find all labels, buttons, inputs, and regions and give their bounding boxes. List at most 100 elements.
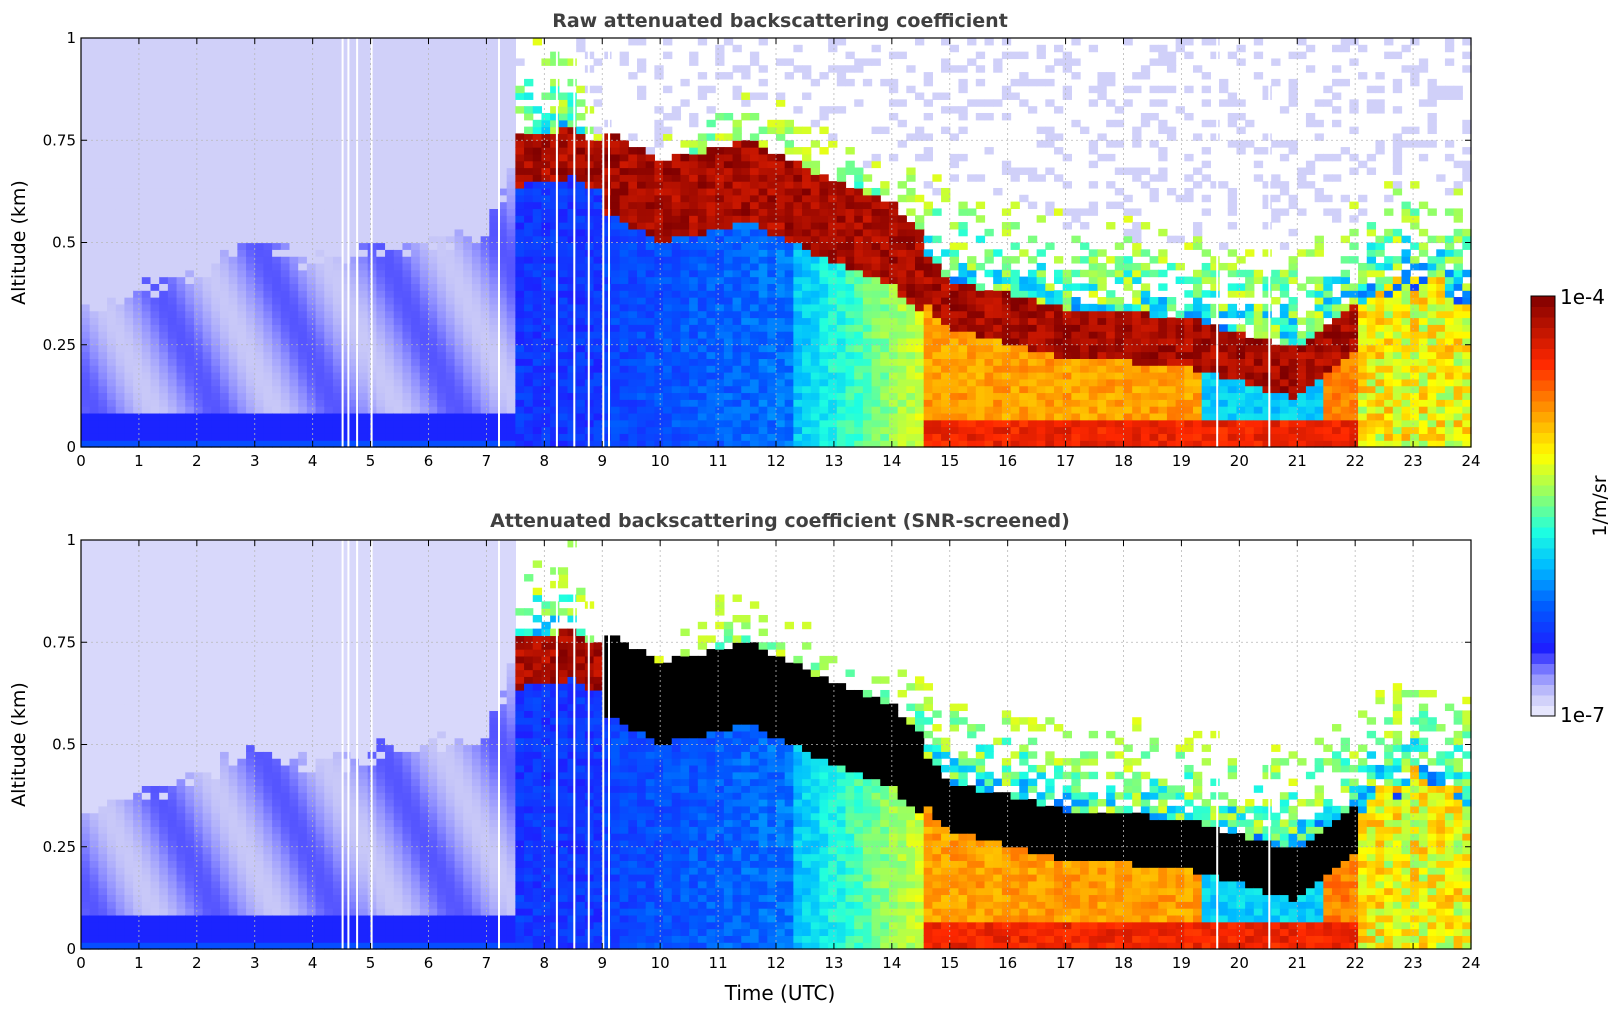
heatmap-cell <box>124 331 134 339</box>
heatmap-cell <box>341 99 351 107</box>
heatmap-cell <box>428 331 438 339</box>
heatmap-cell <box>498 344 508 353</box>
heatmap-cell <box>246 351 256 359</box>
heatmap-cell <box>445 378 456 387</box>
heatmap-cell <box>489 78 499 87</box>
heatmap-cell <box>784 283 794 291</box>
heatmap-cell <box>359 426 369 434</box>
heatmap-cell <box>480 440 490 448</box>
heatmap-cell <box>246 44 256 53</box>
heatmap-cell <box>115 290 126 298</box>
heatmap-cell <box>89 337 99 346</box>
heatmap-cell <box>610 215 621 223</box>
heatmap-cell <box>758 276 768 284</box>
heatmap-cell <box>228 119 238 128</box>
heatmap-cell <box>619 419 629 428</box>
heatmap-cell <box>254 58 265 66</box>
heatmap-cell <box>489 372 499 380</box>
heatmap-cell <box>211 201 221 210</box>
heatmap-cell <box>411 269 421 278</box>
heatmap-cell <box>332 106 343 114</box>
heatmap-cell <box>228 337 238 346</box>
heatmap-cell <box>437 283 447 291</box>
heatmap-cell <box>610 276 621 284</box>
heatmap-cell <box>124 222 134 230</box>
heatmap-cell <box>862 392 873 400</box>
heatmap-cell <box>524 406 534 414</box>
heatmap-cell <box>454 317 464 325</box>
heatmap-cell <box>211 378 221 387</box>
heatmap-cell <box>741 65 751 73</box>
heatmap-cell <box>697 283 708 291</box>
heatmap-cell <box>419 269 430 278</box>
heatmap-cell <box>98 372 108 380</box>
heatmap-cell <box>419 419 430 428</box>
heatmap-cell <box>567 344 577 353</box>
heatmap-cell <box>211 276 221 284</box>
heatmap-cell <box>463 194 473 203</box>
heatmap-cell <box>741 378 751 387</box>
heatmap-cell <box>541 208 551 216</box>
heatmap-cell <box>350 331 360 339</box>
heatmap-cell <box>428 269 438 278</box>
heatmap-cell <box>220 385 230 394</box>
heatmap-cell <box>628 174 638 182</box>
heatmap-cell <box>610 426 621 434</box>
heatmap-cell <box>133 65 143 73</box>
heatmap-cell <box>697 208 708 216</box>
heatmap-cell <box>428 365 438 373</box>
heatmap-cell <box>324 378 334 387</box>
heatmap-cell <box>480 119 490 128</box>
heatmap-cell <box>671 269 682 278</box>
heatmap-cell <box>107 242 117 250</box>
heatmap-cell <box>541 440 551 448</box>
heatmap-cell <box>558 160 569 169</box>
heatmap-cell <box>332 72 343 80</box>
heatmap-cell <box>289 331 299 339</box>
heatmap-cell <box>819 419 829 428</box>
heatmap-cell <box>159 78 169 87</box>
heatmap-cell <box>193 303 204 312</box>
heatmap-cell <box>445 419 456 428</box>
heatmap-cell <box>732 187 742 196</box>
heatmap-cell <box>610 358 621 366</box>
heatmap-cell <box>81 310 91 319</box>
heatmap-cell <box>341 174 351 182</box>
heatmap-cell <box>298 351 308 359</box>
heatmap-cell <box>671 351 682 359</box>
heatmap-cell <box>124 303 134 312</box>
heatmap-cell <box>350 290 360 298</box>
heatmap-cell <box>272 65 282 73</box>
heatmap-cell <box>150 119 160 128</box>
heatmap-cell <box>749 365 760 373</box>
heatmap-cell <box>315 187 325 196</box>
heatmap-cell <box>828 228 838 237</box>
heatmap-cell <box>480 433 490 441</box>
heatmap-cell <box>610 201 621 210</box>
heatmap-cell <box>862 290 873 298</box>
heatmap-cell <box>124 399 134 407</box>
heatmap-cell <box>150 201 160 210</box>
heatmap-cell <box>558 351 569 359</box>
heatmap-cell <box>193 58 204 66</box>
heatmap-cell <box>723 337 734 346</box>
heatmap-cell <box>524 344 534 353</box>
heatmap-cell <box>567 324 577 332</box>
heatmap-cell <box>862 228 873 237</box>
heatmap-cell <box>515 433 525 441</box>
heatmap-cell <box>124 290 134 298</box>
heatmap-cell <box>437 242 447 250</box>
heatmap-cell <box>254 378 265 387</box>
heatmap-cell <box>576 269 586 278</box>
heatmap-cell <box>576 303 586 312</box>
heatmap-cell <box>610 324 621 332</box>
heatmap-cell <box>810 242 821 250</box>
heatmap-cell <box>402 106 412 114</box>
heatmap-cell <box>445 426 456 434</box>
heatmap-cell <box>306 51 317 60</box>
heatmap-cell <box>150 303 160 312</box>
heatmap-cell <box>506 331 516 339</box>
heatmap-cell <box>185 160 195 169</box>
heatmap-cell <box>81 378 91 387</box>
heatmap-cell <box>124 249 134 257</box>
